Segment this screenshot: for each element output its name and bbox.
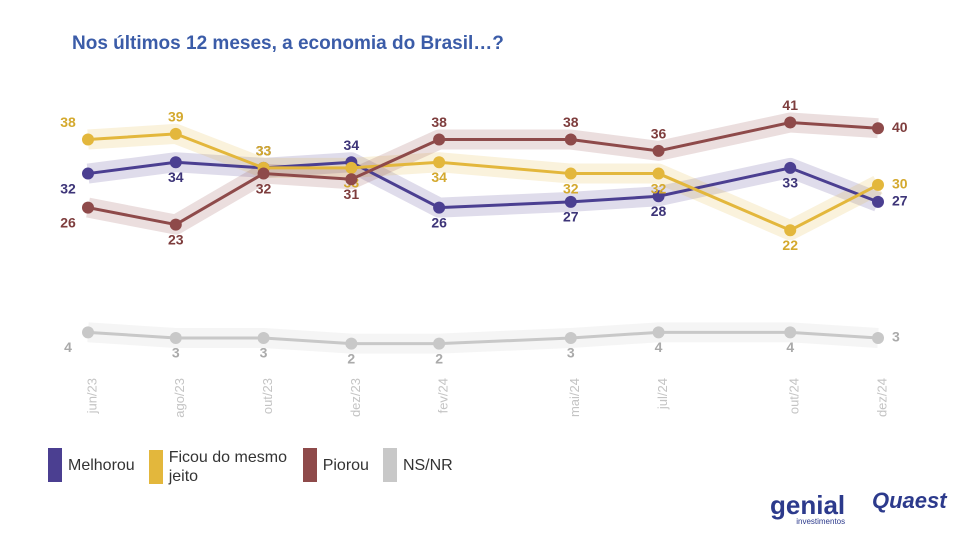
data-label: 33 xyxy=(256,143,272,159)
x-tick-label: dez/23 xyxy=(348,378,363,417)
point xyxy=(345,173,358,186)
x-tick-label: jun/23 xyxy=(84,378,99,414)
point xyxy=(257,167,270,180)
data-label: 41 xyxy=(782,97,798,113)
point xyxy=(784,224,797,237)
legend-swatch xyxy=(148,450,163,484)
point xyxy=(652,326,665,339)
data-label: 22 xyxy=(782,237,798,253)
data-label: 33 xyxy=(256,143,272,159)
point xyxy=(433,133,446,146)
data-label: 23 xyxy=(168,231,184,247)
point xyxy=(82,326,94,339)
data-label: 38 xyxy=(60,114,76,130)
data-label: 3 xyxy=(172,345,180,361)
data-label: 38 xyxy=(431,114,447,130)
data-label: 34 xyxy=(431,169,447,185)
data-label: 39 xyxy=(168,109,184,125)
point xyxy=(169,156,182,169)
x-tick-label: out/23 xyxy=(260,378,275,414)
logo-subtext: investimentos xyxy=(796,517,846,526)
legend-label: Melhorou xyxy=(68,456,135,474)
legend-item: Piorou xyxy=(302,448,369,482)
x-tick-label: ago/23 xyxy=(172,378,187,418)
point xyxy=(169,218,182,231)
logo-text: genial xyxy=(770,490,846,520)
point xyxy=(872,122,884,135)
data-label: 31 xyxy=(344,186,360,202)
point xyxy=(564,133,577,146)
data-label: 3 xyxy=(567,345,575,361)
point xyxy=(345,337,358,350)
data-label: 32 xyxy=(651,180,667,196)
point xyxy=(564,331,577,344)
point xyxy=(169,127,182,140)
legend-swatch xyxy=(48,448,62,482)
point xyxy=(652,144,665,157)
legend-item: Melhorou xyxy=(48,448,135,482)
data-label: 3 xyxy=(892,329,900,345)
data-label: 36 xyxy=(651,126,667,142)
data-label: 27 xyxy=(563,209,579,225)
point xyxy=(784,161,797,174)
point xyxy=(257,331,270,344)
data-label: 30 xyxy=(892,176,908,192)
chart-title: Nos últimos 12 meses, a economia do Bras… xyxy=(72,33,504,54)
point xyxy=(652,167,665,180)
point xyxy=(433,201,446,214)
point xyxy=(652,190,665,203)
data-label: 27 xyxy=(892,193,908,209)
data-label: 33 xyxy=(782,175,798,191)
x-tick-label: jul/24 xyxy=(655,378,670,410)
legend-label: Piorou xyxy=(322,456,369,474)
data-label: 32 xyxy=(60,180,76,196)
x-tick-label: fev/24 xyxy=(436,378,451,413)
legend-item: Ficou do mesmo jeito xyxy=(148,448,289,486)
logo-genial: genial investimentos xyxy=(770,490,845,526)
point xyxy=(564,167,577,180)
x-tick-label: dez/24 xyxy=(874,378,889,417)
point xyxy=(345,161,358,174)
legend-label: NS/NR xyxy=(402,456,453,474)
data-label: 34 xyxy=(344,137,360,153)
legend-label: Ficou do mesmo jeito xyxy=(168,449,287,485)
point xyxy=(784,326,797,339)
logo-quaest: Quaest xyxy=(872,488,947,513)
legend-swatch xyxy=(382,448,397,482)
point xyxy=(784,116,797,129)
point xyxy=(169,331,182,344)
data-label: 32 xyxy=(563,180,579,196)
data-label: 4 xyxy=(786,339,794,355)
data-label: 4 xyxy=(655,339,663,355)
data-label: 32 xyxy=(256,180,272,196)
legend-item: NS/NR xyxy=(382,448,453,482)
point xyxy=(433,156,446,169)
data-label: 4 xyxy=(64,339,72,355)
data-label: 3 xyxy=(260,345,268,361)
point xyxy=(433,337,446,350)
point xyxy=(82,167,94,180)
data-label: 28 xyxy=(651,203,667,219)
point xyxy=(82,133,94,146)
point xyxy=(872,195,884,208)
point xyxy=(872,331,884,344)
point xyxy=(82,201,94,214)
legend: Melhorou Ficou do mesmo jeito Piorou NS/NR xyxy=(48,448,453,486)
data-label: 2 xyxy=(347,350,355,366)
legend-swatch xyxy=(302,448,317,482)
data-label: 2 xyxy=(435,350,443,366)
data-label: 26 xyxy=(431,214,447,230)
data-label: 26 xyxy=(60,214,76,230)
point xyxy=(564,195,577,208)
data-label: 34 xyxy=(168,169,184,185)
data-label: 40 xyxy=(892,119,908,135)
data-label: 38 xyxy=(563,114,579,130)
x-tick-label: mai/24 xyxy=(567,378,582,417)
x-tick-label: out/24 xyxy=(787,378,802,414)
point xyxy=(872,178,884,191)
